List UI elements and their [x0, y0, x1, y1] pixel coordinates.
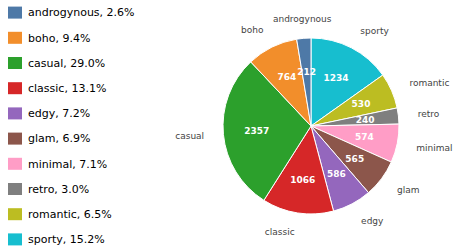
legend-item: boho, 9.4% — [8, 32, 90, 45]
slices — [223, 38, 399, 214]
legend-swatch — [8, 107, 22, 119]
category-label: sporty — [360, 26, 389, 36]
legend-item: sporty, 15.2% — [8, 233, 105, 246]
value-label: 574 — [355, 132, 374, 142]
legend-swatch — [8, 82, 22, 94]
legend-label: glam, 6.9% — [28, 132, 90, 145]
category-label: glam — [397, 185, 420, 195]
legend-item: edgy, 7.2% — [8, 107, 90, 120]
legend-item: classic, 13.1% — [8, 82, 106, 95]
legend-label: sporty, 15.2% — [28, 233, 105, 246]
category-label: romantic — [409, 78, 449, 88]
category-label: casual — [175, 131, 204, 141]
slice — [311, 108, 399, 126]
legend-label: boho, 9.4% — [28, 32, 90, 45]
legend-item: romantic, 6.5% — [8, 208, 112, 221]
value-labels: 1234 530 240 574 565 586 1066 2357 764212 — [244, 67, 374, 185]
legend-label: androgynous, 2.6% — [28, 6, 135, 19]
legend-swatch — [8, 133, 22, 145]
legend-label: romantic, 6.5% — [28, 208, 112, 221]
category-labels: sporty romantic retro minimal glam edgy classi… — [175, 14, 452, 237]
legend-item: casual, 29.0% — [8, 57, 105, 70]
legend-swatch — [8, 208, 22, 220]
legend-item: retro, 3.0% — [8, 183, 89, 196]
legend-label: classic, 13.1% — [28, 82, 106, 95]
category-label: minimal — [416, 143, 452, 153]
legend-swatch — [8, 158, 22, 170]
value-label: 1234 — [324, 73, 349, 83]
legend-swatch — [8, 57, 22, 69]
legend-item: androgynous, 2.6% — [8, 6, 135, 19]
value-label: 1066 — [290, 175, 315, 185]
legend-item: minimal, 7.1% — [8, 158, 107, 171]
legend-swatch — [8, 183, 22, 195]
category-label: retro — [418, 109, 440, 119]
legend-swatch — [8, 233, 22, 245]
pie: 1234 530 240 574 565 586 1066 2357 764212 sporty r… — [175, 14, 452, 237]
chart: androgynous, 2.6% boho, 9.4% casual, 29.0%… — [0, 0, 472, 252]
legend-label: casual, 29.0% — [28, 57, 105, 70]
value-label: 530 — [352, 99, 371, 109]
legend-label: edgy, 7.2% — [28, 107, 90, 120]
value-label: 565 — [345, 154, 364, 164]
legend: androgynous, 2.6% boho, 9.4% casual, 29.0%… — [8, 6, 135, 246]
category-label: boho — [241, 25, 264, 35]
category-label: edgy — [361, 216, 384, 226]
value-label: 2357 — [244, 126, 269, 136]
legend-label: minimal, 7.1% — [28, 158, 107, 171]
value-label: 240 — [356, 115, 375, 125]
value-label: 212 — [297, 67, 316, 77]
category-label: androgynous — [273, 14, 332, 24]
category-label: classic — [265, 227, 295, 237]
value-label: 586 — [327, 169, 346, 179]
slice — [297, 38, 311, 126]
legend-label: retro, 3.0% — [28, 183, 89, 196]
legend-item: glam, 6.9% — [8, 132, 90, 145]
legend-swatch — [8, 7, 22, 19]
legend-swatch — [8, 32, 22, 44]
value-label: 764 — [277, 72, 296, 82]
